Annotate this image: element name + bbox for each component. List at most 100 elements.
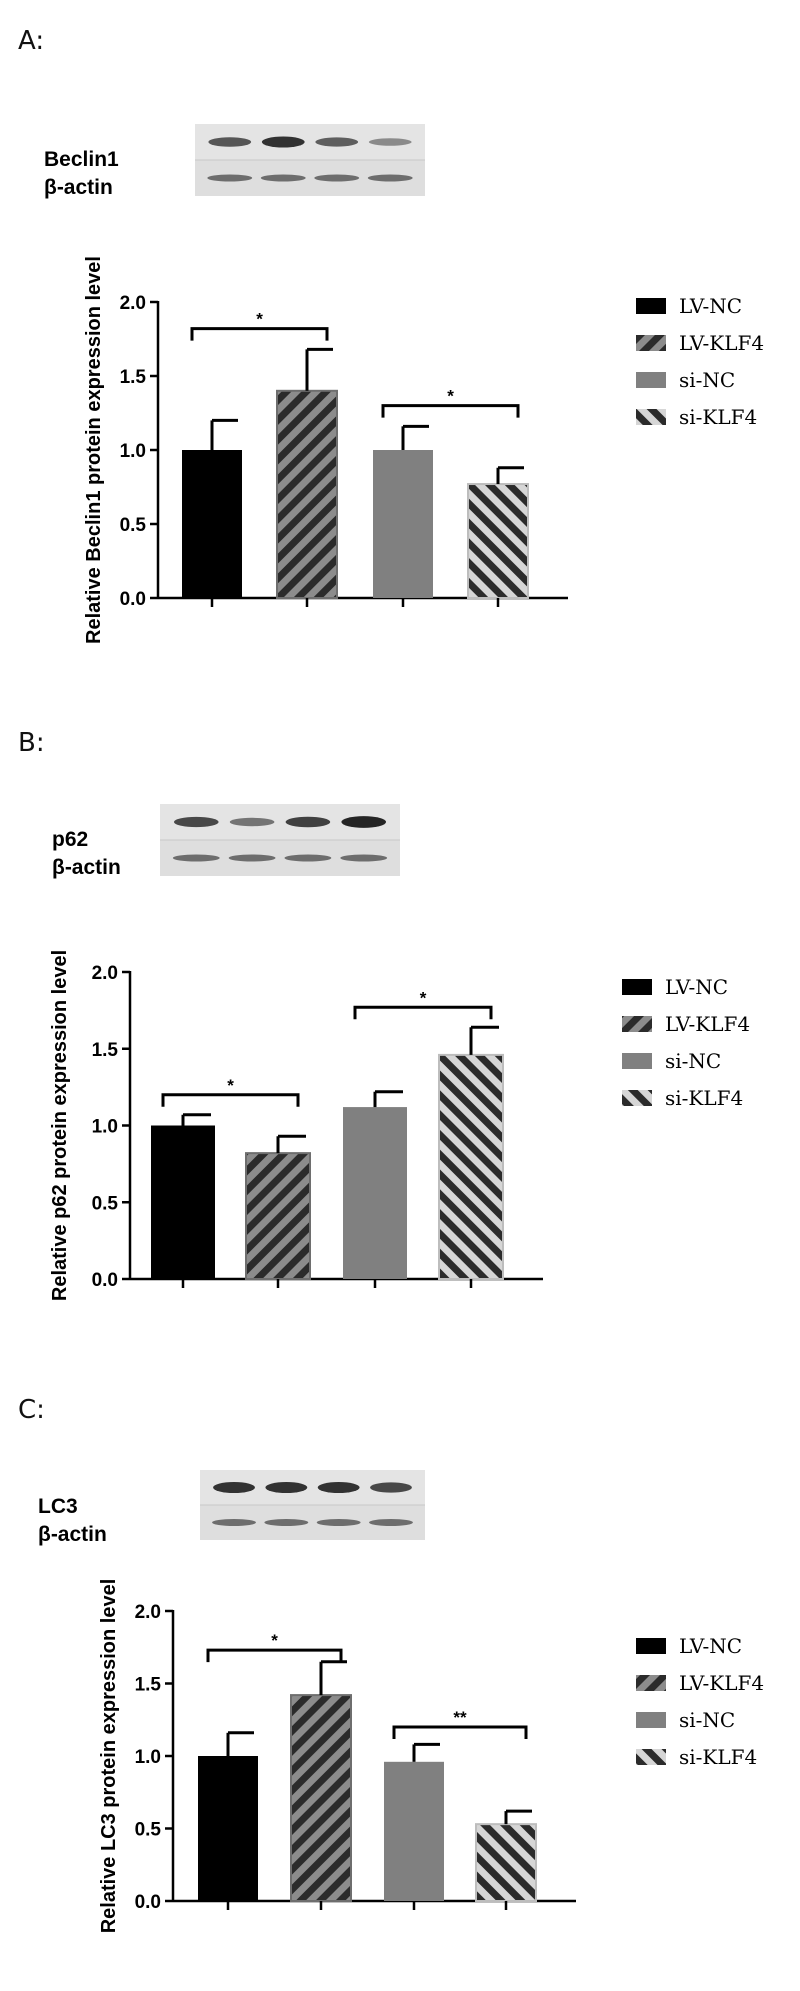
legend-label: LV-NC — [665, 975, 728, 999]
significance-bracket — [392, 1725, 528, 1739]
protein-band — [261, 136, 305, 148]
y-tick-label: 0.5 — [135, 1820, 162, 1841]
bar-chart: 0.0 0.5 1.0 1.5 2.0 Relative p62 protein expr… — [49, 950, 750, 1301]
significance-marker: * — [420, 988, 427, 1007]
legend-swatch — [622, 1016, 652, 1032]
protein-band — [285, 816, 331, 828]
bar-si-nc — [384, 1761, 444, 1901]
protein-band — [370, 1482, 412, 1493]
legend-label: si-NC — [679, 368, 735, 392]
legend-label: LV-KLF4 — [679, 331, 764, 355]
actin-band — [284, 854, 332, 862]
bar-lv-klf4 — [245, 1152, 311, 1281]
actin-band — [172, 854, 220, 862]
y-tick-label: 0.5 — [92, 1193, 119, 1214]
bar-lv-klf4 — [276, 389, 338, 599]
significance-marker: * — [256, 310, 263, 329]
y-axis-label: Relative LC3 protein expression level — [98, 1579, 120, 1934]
y-tick-label: 1.0 — [92, 1117, 118, 1138]
legend-swatch — [636, 372, 666, 388]
actin-band — [367, 174, 413, 182]
western-blot-image — [160, 804, 400, 876]
y-tick-label: 0.0 — [92, 1270, 118, 1291]
bar-lv-nc — [198, 1756, 258, 1901]
bar-si-klf4 — [467, 483, 529, 600]
significance-bracket — [190, 327, 329, 341]
panel-b: B: p62 β-actin 0.0 0.5 1.0 1.5 2.0 Relative p… — [0, 680, 800, 1345]
bar-si-klf4 — [475, 1823, 537, 1902]
legend-label: si-NC — [665, 1049, 721, 1073]
protein-band — [341, 816, 387, 828]
significance-bracket — [161, 1093, 300, 1107]
protein-band — [368, 138, 412, 146]
legend-swatch — [636, 1675, 666, 1691]
significance-marker: * — [227, 1076, 234, 1095]
significance-bracket — [206, 1648, 343, 1663]
blot-labels: p62 β-actin — [52, 826, 121, 882]
protein-band — [208, 137, 252, 147]
y-tick-label: 1.0 — [120, 441, 146, 462]
bar-si-nc — [343, 1107, 407, 1279]
bar-chart: 0.0 0.5 1.0 1.5 2.0 Relative LC3 protein expr… — [98, 1579, 764, 1934]
bar-si-nc — [373, 450, 433, 598]
y-axis-label: Relative Beclin1 protein expression leve… — [83, 256, 105, 644]
panel-label: A: — [18, 26, 45, 56]
legend-label: LV-NC — [679, 1634, 742, 1658]
legend-swatch — [636, 1749, 666, 1765]
legend-swatch — [636, 1638, 666, 1654]
actin-band — [228, 854, 276, 862]
y-tick-label: 2.0 — [92, 963, 118, 984]
blot-labels: LC3 β-actin — [38, 1493, 107, 1549]
protein-band — [315, 137, 359, 147]
control-label: β-actin — [44, 176, 113, 199]
legend-swatch — [636, 335, 666, 351]
protein-band — [229, 817, 275, 827]
control-label: β-actin — [38, 1523, 107, 1546]
legend-swatch — [622, 979, 652, 995]
protein-band — [173, 816, 219, 828]
panel-a: A: Beclin1 β-actin 0.0 0.5 1.0 1.5 2.0 Relati… — [0, 0, 800, 680]
significance-marker: * — [447, 387, 454, 406]
legend-label: si-KLF4 — [665, 1086, 743, 1110]
bar-lv-nc — [182, 450, 242, 598]
y-tick-label: 2.0 — [120, 293, 146, 314]
bar-lv-klf4 — [290, 1694, 352, 1902]
blot-labels: Beclin1 β-actin — [44, 146, 119, 202]
legend-swatch — [622, 1090, 652, 1106]
legend-label: LV-NC — [679, 294, 742, 318]
actin-band — [264, 1519, 309, 1526]
actin-band — [260, 174, 306, 182]
actin-band — [314, 174, 360, 182]
legend-swatch — [622, 1053, 652, 1069]
significance-bracket — [381, 404, 520, 418]
panel-label: B: — [18, 728, 45, 758]
y-tick-label: 1.0 — [135, 1747, 161, 1768]
y-tick-label: 1.5 — [92, 1040, 119, 1061]
legend-swatch — [636, 1712, 666, 1728]
legend-label: si-KLF4 — [679, 405, 757, 429]
y-tick-label: 0.0 — [120, 589, 146, 610]
y-tick-label: 1.5 — [120, 367, 147, 388]
panel-label: C: — [18, 1395, 45, 1425]
significance-marker: * — [271, 1631, 278, 1650]
y-tick-label: 0.5 — [120, 515, 147, 536]
protein-label: LC3 — [38, 1495, 78, 1518]
actin-band — [369, 1519, 413, 1526]
control-label: β-actin — [52, 856, 121, 879]
legend-label: si-KLF4 — [679, 1745, 757, 1769]
y-tick-label: 0.0 — [135, 1892, 161, 1913]
legend-swatch — [636, 409, 666, 425]
western-blot-image — [195, 124, 425, 196]
significance-marker: ** — [453, 1708, 467, 1727]
legend-label: si-NC — [679, 1708, 735, 1732]
y-tick-label: 1.5 — [135, 1675, 162, 1696]
legend-label: LV-KLF4 — [679, 1671, 764, 1695]
actin-band — [212, 1519, 256, 1526]
actin-band — [316, 1519, 361, 1526]
protein-band — [265, 1481, 308, 1494]
protein-band — [317, 1481, 360, 1494]
protein-label: Beclin1 — [44, 148, 119, 171]
panel-c: C: LC3 β-actin 0.0 0.5 1.0 1.5 2.0 Relative L… — [0, 1345, 800, 1991]
protein-band — [213, 1481, 255, 1494]
